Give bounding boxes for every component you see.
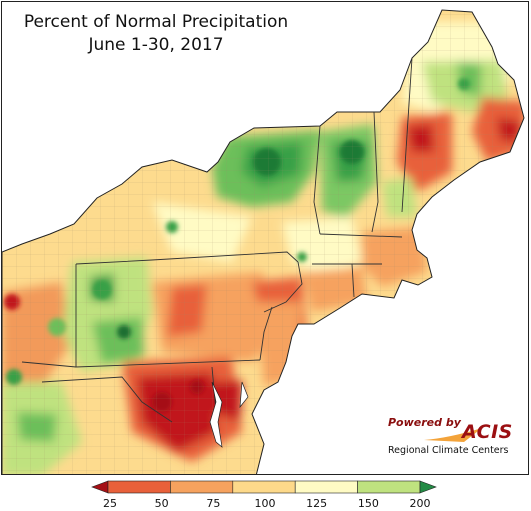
legend-high-arrow [419,480,437,494]
precipitation-map [2,9,525,474]
regional-climate-centers-text: Regional Climate Centers [388,445,509,456]
acis-credit-logo: Powered by ACIS Regional Climate Centers [384,414,519,459]
delaware-bay [239,381,249,409]
legend-swatch [294,480,358,494]
legend-tick-label: 125 [306,497,328,510]
legend-tick-label: 150 [357,497,379,510]
acis-logo-text: ACIS [462,421,513,443]
state-boundaries [21,57,413,423]
legend-swatch [357,480,421,494]
land-fill [2,10,524,474]
legend-swatch [107,480,171,494]
color-legend: 25 50 75 100 125 150 200 [0,476,531,511]
map-frame [1,1,529,475]
legend-colorbar [91,480,437,494]
legend-low-arrow [91,480,109,494]
chesapeake-bay [209,381,223,448]
swoosh-icon [424,428,482,442]
legend-tick-label: 50 [154,497,169,510]
legend-tick-label: 200 [409,497,431,510]
legend-tick-label: 25 [103,497,117,510]
map-title: Percent of Normal Precipitation [23,12,289,32]
legend-swatch [232,480,296,494]
legend-tick-label: 75 [206,497,221,510]
legend-tick-label: 100 [254,497,276,510]
powered-by-text: Powered by [388,416,461,429]
map-subtitle: June 1-30, 2017 [88,35,224,55]
legend-swatch [170,480,234,494]
